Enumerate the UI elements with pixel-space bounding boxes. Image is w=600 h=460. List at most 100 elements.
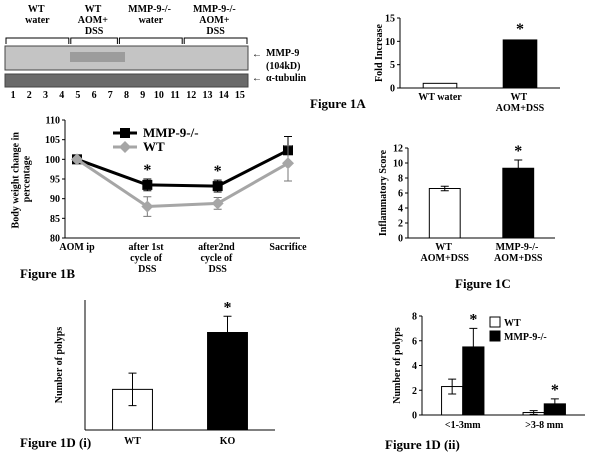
error-bar: [469, 327, 478, 366]
x-tick-label: after2nd cycle of DSS: [198, 242, 237, 275]
error-bar: [448, 378, 457, 395]
lane-number: 8: [124, 90, 129, 101]
y-axis-label: Number of polyps: [392, 327, 403, 404]
x-tick-label: WT AOM+DSS: [421, 242, 470, 264]
lane-number: 2: [27, 90, 32, 101]
y-tick-label: 4: [412, 361, 417, 372]
y-tick-label: 85: [50, 214, 60, 225]
caption: Figure 1D (i): [20, 435, 91, 450]
x-tick-label: MMP-9-/- AOM+DSS: [494, 242, 543, 264]
x-tick-label: WT AOM+DSS: [496, 92, 545, 114]
lane-number: 4: [59, 90, 64, 101]
y-tick-label: 5: [390, 60, 395, 71]
lane-number: 12: [186, 90, 196, 101]
x-tick-label: >3-8 mm: [525, 420, 564, 431]
group-label: WT water: [25, 4, 50, 26]
legend-swatch: [489, 316, 501, 328]
y-tick-label: 105: [45, 135, 60, 146]
y-tick-label: 2: [412, 386, 417, 397]
lane-number: 7: [108, 90, 113, 101]
x-tick-label: WT water: [418, 92, 462, 103]
y-axis-label: Inflammatory Score: [378, 149, 389, 236]
y-tick-label: 80: [50, 234, 60, 245]
lane-number: 3: [43, 90, 48, 101]
y-tick-label: 12: [393, 144, 403, 155]
bar: [422, 82, 458, 89]
significance-star: *: [143, 162, 151, 179]
blot-strip: [4, 45, 249, 71]
legend-label: MMP-9-/-: [143, 125, 199, 140]
y-tick-label: 6: [398, 189, 403, 200]
marker: [71, 153, 83, 166]
y-axis-label: Body weight change in percentage: [11, 130, 33, 229]
y-tick-label: 0: [412, 411, 417, 422]
y-tick-label: 8: [398, 174, 403, 185]
error-bar: [550, 398, 559, 410]
blot-strip: [4, 73, 249, 88]
lane-number: 15: [235, 90, 245, 101]
y-tick-label: 15: [385, 14, 395, 25]
bar: [502, 39, 538, 89]
marker: [120, 128, 130, 138]
lane-number: 1: [11, 90, 16, 101]
significance-star: *: [516, 21, 524, 38]
legend-label: WT: [143, 139, 165, 154]
y-tick-label: 90: [50, 194, 60, 205]
group-label: WT AOM+ DSS: [78, 4, 111, 37]
error-bar: [514, 159, 523, 177]
y-tick-label: 2: [398, 219, 403, 230]
legend-label: MMP-9-/-: [504, 332, 547, 343]
marker: [212, 181, 223, 192]
error-bar: [128, 372, 137, 407]
band-label: α-tubulin: [266, 73, 306, 84]
band-label: MMP-9 (104kD): [266, 48, 302, 72]
marker: [119, 141, 131, 153]
y-tick-label: 6: [412, 336, 417, 347]
lane-number: 10: [154, 90, 164, 101]
legend-swatch: [489, 330, 501, 342]
y-tick-label: 95: [50, 175, 60, 186]
y-tick-label: 10: [385, 37, 395, 48]
significance-star: *: [214, 163, 222, 180]
legend-label: WT: [504, 318, 521, 329]
y-axis-label: Fold Increase: [374, 24, 385, 82]
group-label: MMP-9-/- water: [128, 4, 173, 26]
lane-number: 11: [170, 90, 179, 101]
x-tick-label: Sacrifice: [269, 242, 307, 253]
group-label: MMP-9-/- AOM+ DSS: [193, 4, 238, 37]
significance-star: *: [514, 143, 522, 160]
line: [76, 158, 289, 209]
error-bar: [223, 315, 232, 350]
lane-number: 5: [75, 90, 80, 101]
group-bracket: [118, 37, 183, 44]
x-tick-label: <1-3mm: [445, 420, 481, 431]
lane-number: 13: [203, 90, 213, 101]
y-tick-label: 10: [393, 159, 403, 170]
bar: [502, 167, 535, 239]
marker: [282, 157, 294, 170]
significance-star: *: [224, 299, 232, 316]
y-tick-label: 0: [398, 234, 403, 245]
marker: [141, 200, 154, 213]
bar: [428, 188, 461, 239]
caption: Figure 1B: [20, 266, 75, 281]
lane-number: 6: [92, 90, 97, 101]
y-tick-label: 100: [45, 155, 60, 166]
arrow: ←: [252, 73, 262, 84]
significance-star: *: [551, 382, 559, 399]
lane-number: 9: [140, 90, 145, 101]
y-tick-label: 0: [390, 84, 395, 95]
y-axis-label: Number of polyps: [54, 327, 65, 404]
y-tick-label: 4: [398, 204, 403, 215]
lane-number: 14: [219, 90, 229, 101]
marker: [211, 197, 224, 210]
group-bracket: [5, 37, 70, 44]
error-bar: [529, 410, 538, 415]
caption: Figure 1C: [455, 276, 511, 291]
group-bracket: [183, 37, 248, 44]
arrow: ←: [252, 49, 262, 60]
blot-band: [70, 52, 125, 62]
group-bracket: [70, 37, 118, 44]
significance-star: *: [469, 311, 477, 328]
x-tick-label: WT: [124, 436, 141, 447]
